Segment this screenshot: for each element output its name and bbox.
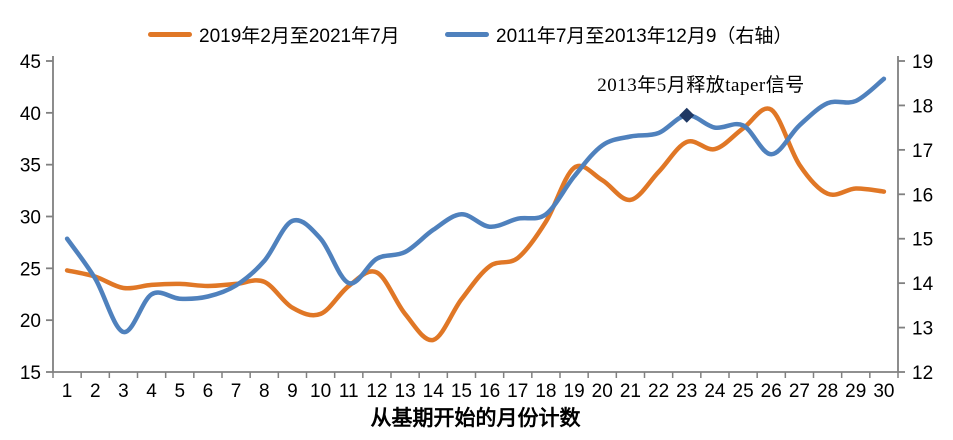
x-axis-tick-label: 5: [174, 381, 185, 402]
x-axis-tick-label: 9: [287, 381, 298, 402]
x-axis-tick-label: 22: [648, 381, 669, 402]
y-axis-right-tick-label: 17: [912, 141, 933, 162]
x-axis-tick-label: 26: [761, 381, 782, 402]
x-axis-tick-label: 16: [479, 381, 500, 402]
x-axis-tick-label: 8: [259, 381, 270, 402]
x-axis-tick-label: 18: [535, 381, 556, 402]
legend-label-blue: 2011年7月至2013年12月9（右轴）: [496, 26, 793, 47]
y-axis-left-tick-label: 20: [20, 311, 41, 332]
legend-item-2011-2013: 2011年7月至2013年12月9（右轴）: [445, 21, 792, 48]
x-axis-tick-label: 27: [789, 381, 810, 402]
legend-swatch-orange: [148, 32, 192, 37]
x-axis-tick-label: 3: [118, 381, 129, 402]
x-axis-tick-label: 12: [366, 381, 387, 402]
x-axis-tick-label: 15: [451, 381, 472, 402]
x-axis-tick-label: 4: [146, 381, 157, 402]
y-axis-right-tick-label: 16: [912, 185, 933, 206]
x-axis-tick-label: 1: [62, 381, 73, 402]
y-axis-left-tick-label: 40: [20, 104, 41, 125]
legend-label-orange: 2019年2月至2021年7月: [199, 26, 400, 47]
y-axis-left-tick-label: 25: [20, 259, 41, 280]
x-axis-tick-label: 6: [203, 381, 214, 402]
x-axis-tick-label: 23: [676, 381, 697, 402]
y-axis-right-tick-label: 15: [912, 230, 933, 251]
x-axis-tick-label: 13: [395, 381, 416, 402]
y-axis-left-tick-label: 15: [20, 363, 41, 384]
y-axis-left-tick-label: 30: [20, 208, 41, 229]
legend-swatch-blue: [445, 32, 489, 37]
y-axis-right-tick-label: 14: [912, 274, 934, 295]
y-axis-right-tick-label: 18: [912, 96, 933, 117]
y-axis-right-tick-label: 13: [912, 319, 933, 340]
taper-signal-diamond-marker: [679, 107, 695, 123]
x-axis-title: 从基期开始的月份计数: [370, 407, 581, 430]
y-axis-right-tick-label: 12: [912, 363, 933, 384]
x-axis-tick-label: 14: [423, 381, 445, 402]
series-line-right-axis: [64, 76, 887, 335]
x-axis-tick-label: 21: [620, 381, 641, 402]
x-axis-tick-label: 19: [564, 381, 585, 402]
y-axis-left-tick-label: 45: [20, 52, 41, 73]
x-axis-tick-label: 30: [873, 381, 894, 402]
legend-item-2019-2021: 2019年2月至2021年7月: [148, 21, 400, 48]
x-axis-tick-label: 11: [339, 381, 359, 402]
x-axis-tick-label: 7: [231, 381, 242, 402]
x-axis-tick-label: 24: [704, 381, 726, 402]
x-axis-tick-label: 2: [90, 381, 101, 402]
x-axis-tick-label: 28: [817, 381, 838, 402]
series-line-left-axis: [64, 106, 887, 343]
x-axis-tick-label: 20: [592, 381, 613, 402]
taper-signal-annotation: 2013年5月释放taper信号: [597, 75, 805, 96]
y-axis-right-tick-label: 19: [912, 52, 933, 73]
y-axis-left-tick-label: 35: [20, 156, 41, 177]
x-axis-tick-label: 29: [845, 381, 866, 402]
x-axis-tick-label: 17: [507, 381, 528, 402]
x-axis-tick-label: 10: [310, 381, 331, 402]
x-axis-tick-label: 25: [733, 381, 754, 402]
